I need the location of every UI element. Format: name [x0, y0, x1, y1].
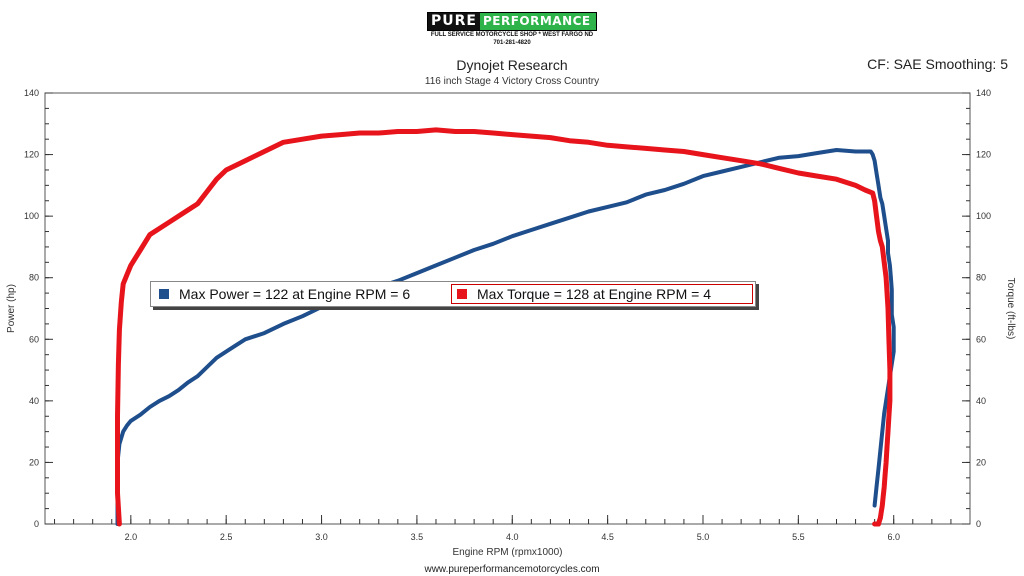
y2-tick-label: 60 [976, 334, 986, 344]
x-tick-label: 4.0 [506, 532, 519, 542]
logo-banner: PURE PERFORMANCE [427, 12, 597, 31]
logo-phone: 701-281-4820 [493, 40, 531, 46]
y2-axis-label: Torque (ft-lbs) [1005, 278, 1016, 340]
y2-tick-label: 100 [976, 211, 991, 221]
y-tick-label: 100 [24, 211, 39, 221]
x-axis-label: Engine RPM (rpmx1000) [452, 547, 562, 558]
logo-performance-text: PERFORMANCE [479, 13, 596, 30]
y2-tick-label: 80 [976, 273, 986, 283]
y2-tick-label: 140 [976, 88, 991, 98]
x-tick-label: 2.5 [220, 532, 233, 542]
y-tick-label: 20 [29, 457, 39, 467]
shop-logo: PURE PERFORMANCE FULL SERVICE MOTORCYCLE… [427, 12, 597, 47]
logo-pure-text: PURE [428, 13, 480, 30]
x-tick-label: 5.5 [792, 532, 805, 542]
y-tick-label: 120 [24, 150, 39, 160]
plot-frame [44, 92, 971, 525]
x-tick-label: 4.5 [601, 532, 614, 542]
chart-title: Dynojet Research [456, 57, 568, 73]
y-tick-label: 80 [29, 273, 39, 283]
y2-tick-label: 120 [976, 150, 991, 160]
y-axis-label: Power (hp) [6, 284, 17, 333]
footer-url[interactable]: www.pureperformancemotorcycles.com [424, 564, 600, 575]
y2-tick-label: 40 [976, 396, 986, 406]
x-tick-label: 3.0 [315, 532, 328, 542]
y-tick-label: 60 [29, 334, 39, 344]
y-tick-label: 0 [34, 519, 39, 529]
y-tick-label: 140 [24, 88, 39, 98]
chart-axes: 2.0 2.5 3.0 3.5 4.0 4.5 5.0 5.5 6.0 0 0 20 20 40 40 60 6… [24, 88, 991, 542]
correction-factor-label: CF: SAE Smoothing: 5 [867, 56, 1008, 72]
x-tick-label: 3.5 [411, 532, 424, 542]
series-line-power [115, 148, 896, 526]
chart-subtitle: 116 inch Stage 4 Victory Cross Country [424, 76, 600, 87]
legend-item-power[interactable]: Max Power = 122 at Engine RPM = 6 [151, 282, 449, 306]
x-tick-label: 5.0 [697, 532, 710, 542]
legend-torque-text: Max Torque = 128 at Engine RPM = 4 [477, 286, 711, 302]
logo-tagline: FULL SERVICE MOTORCYCLE SHOP * WEST FARG… [430, 32, 594, 38]
x-tick-label: 2.0 [125, 532, 138, 542]
power-swatch-icon [159, 289, 169, 299]
series-line-torque [115, 127, 893, 527]
y-tick-label: 40 [29, 396, 39, 406]
legend-item-torque[interactable]: Max Torque = 128 at Engine RPM = 4 [449, 282, 755, 306]
torque-swatch-icon [457, 289, 467, 299]
chart-legend[interactable]: Max Power = 122 at Engine RPM = 6 Max To… [150, 281, 756, 307]
y2-tick-label: 20 [976, 457, 986, 467]
chart-series [115, 127, 896, 527]
x-tick-label: 6.0 [887, 532, 900, 542]
y2-tick-label: 0 [976, 519, 981, 529]
legend-power-text: Max Power = 122 at Engine RPM = 6 [179, 286, 411, 302]
